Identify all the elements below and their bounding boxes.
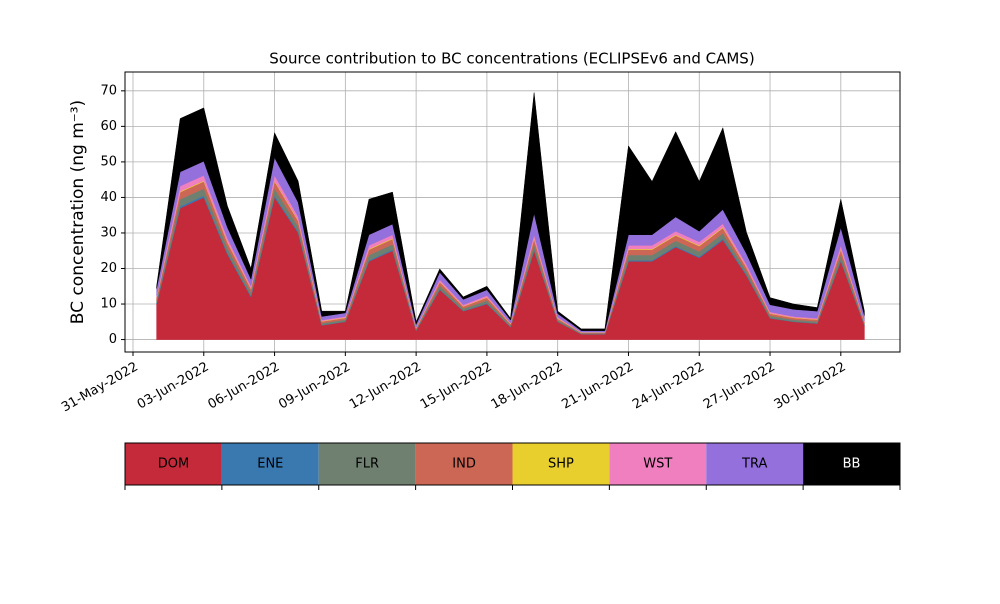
- y-tick-label: 20: [100, 261, 117, 276]
- legend-label: TRA: [741, 457, 767, 472]
- legend-label: ENE: [257, 457, 283, 472]
- x-tick-label: 24-Jun-2022: [630, 360, 707, 413]
- x-tick-label: 31-May-2022: [59, 360, 141, 416]
- legend: DOM ENE FLR IND SHP WST TRA BB: [124, 442, 901, 490]
- legend-label: WST: [643, 457, 672, 472]
- x-tick-label: 09-Jun-2022: [276, 360, 353, 413]
- y-axis-label: BC concentration (ng m⁻³): [68, 100, 88, 324]
- x-tick-label: 18-Jun-2022: [489, 360, 566, 413]
- x-tick-label: 12-Jun-2022: [347, 360, 424, 413]
- areas: [156, 92, 865, 340]
- x-tick-label: 30-Jun-2022: [772, 360, 849, 413]
- legend-swatch: [125, 443, 222, 485]
- legend-swatch: [706, 443, 804, 485]
- x-tick-label: 21-Jun-2022: [559, 360, 636, 413]
- y-tick-label: 0: [109, 332, 117, 347]
- legend-swatch: [803, 443, 900, 485]
- y-tick-label: 70: [100, 83, 117, 98]
- legend-swatch: [221, 443, 319, 485]
- legend-label: SHP: [548, 457, 574, 472]
- y-tick-label: 40: [100, 190, 117, 205]
- x-tick-label: 03-Jun-2022: [135, 360, 212, 413]
- y-tick-label: 50: [100, 154, 117, 169]
- chart-title: Source contribution to BC concentrations…: [269, 50, 754, 68]
- x-tick-label: 06-Jun-2022: [205, 360, 282, 413]
- y-tick-label: 60: [100, 119, 117, 134]
- legend-label: FLR: [355, 457, 379, 472]
- legend-label: IND: [452, 457, 476, 472]
- y-tick-label: 30: [100, 225, 117, 240]
- legend-swatch: [512, 443, 610, 485]
- x-tick-label: 27-Jun-2022: [701, 360, 778, 413]
- legend-swatch: [318, 443, 416, 485]
- legend-label: DOM: [158, 457, 189, 472]
- legend-swatch: [415, 443, 513, 485]
- legend-swatch: [609, 443, 707, 485]
- y-tick-label: 10: [100, 297, 117, 312]
- area: [156, 92, 865, 331]
- legend-label: BB: [843, 457, 861, 472]
- plot-frame: [124, 71, 901, 353]
- x-tick-label: 15-Jun-2022: [418, 360, 495, 413]
